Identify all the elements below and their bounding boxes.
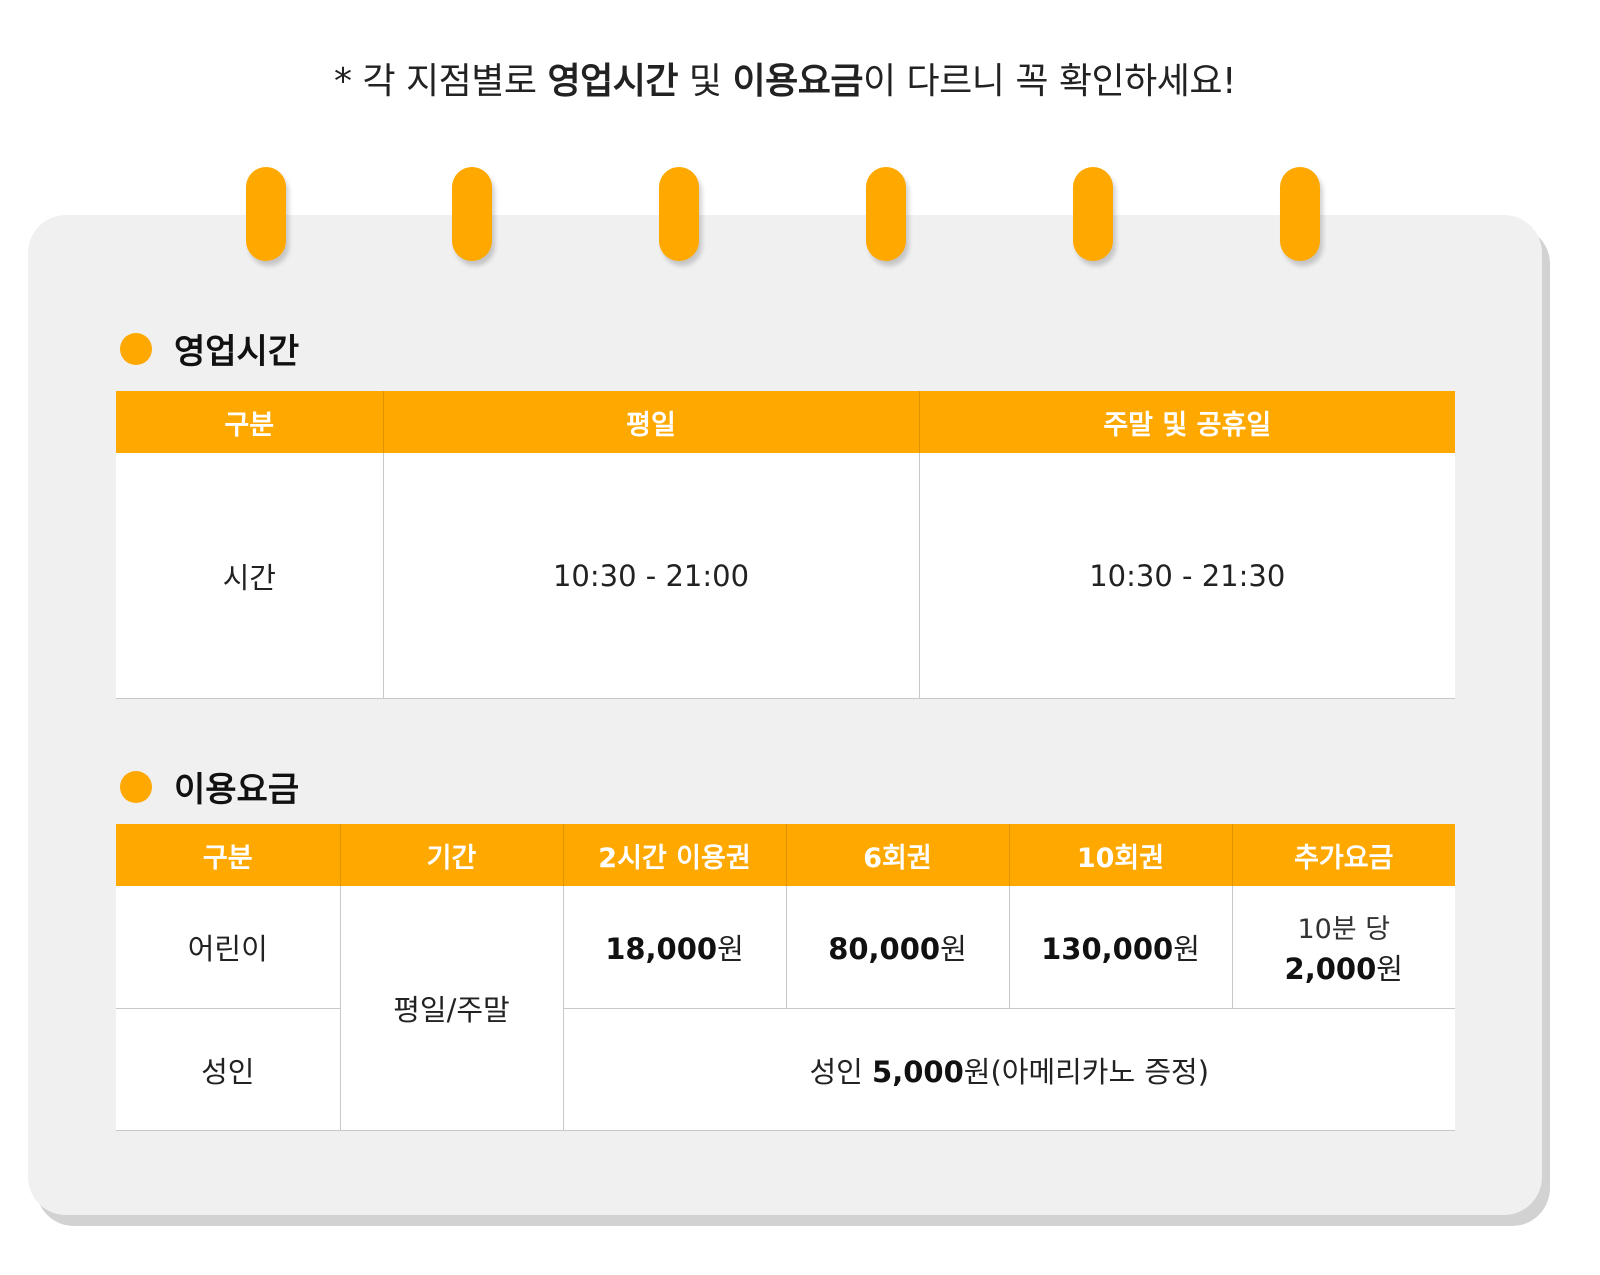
fees-child-ten-pass: 130,000원 — [1008, 886, 1232, 1009]
bullet-dot-icon — [120, 332, 152, 365]
fees-section-title: 이용요금 — [120, 762, 299, 811]
hours-table: 구분 평일 주말 및 공휴일 시간 10:30 - 21:00 10:30 - … — [116, 391, 1455, 699]
binder-ring — [452, 167, 492, 261]
fees-period-value: 평일/주말 — [339, 886, 563, 1131]
bullet-dot-icon — [120, 770, 152, 803]
table-row: 성인 성인 5,000원(아메리카노 증정) — [116, 1008, 1455, 1131]
hours-header-weekend: 주말 및 공휴일 — [918, 391, 1455, 453]
table-row: 어린이 평일/주말 18,000원 80,000원 130,000원 10분 당… — [116, 886, 1455, 1131]
hours-header-category: 구분 — [116, 391, 383, 453]
fees-header-ten-pass: 10회권 — [1008, 824, 1232, 886]
fees-header-extra: 추가요금 — [1231, 824, 1455, 886]
fees-header-period: 기간 — [339, 824, 563, 886]
fees-header-category: 구분 — [116, 824, 340, 886]
hours-section-title: 영업시간 — [120, 324, 299, 373]
hours-weekend-value: 10:30 - 21:30 — [918, 453, 1455, 699]
hours-weekday-value: 10:30 - 21:00 — [382, 453, 919, 699]
notice-highlight-hours: 영업시간 — [547, 61, 678, 102]
fees-header-six-pass: 6회권 — [785, 824, 1009, 886]
hours-row-label: 시간 — [116, 453, 383, 699]
fees-adult-label: 성인 — [116, 1008, 340, 1131]
fees-child-six-pass: 80,000원 — [785, 886, 1009, 1009]
fees-table: 구분 기간 2시간 이용권 6회권 10회권 추가요금 어린이 평일/주말 18… — [116, 824, 1455, 1131]
fees-adult-note: 성인 5,000원(아메리카노 증정) — [562, 1008, 1455, 1131]
table-row: 시간 10:30 - 21:00 10:30 - 21:30 — [116, 453, 1455, 699]
fees-child-two-hour: 18,000원 — [562, 886, 786, 1009]
binder-ring — [246, 167, 286, 261]
binder-ring — [866, 167, 906, 261]
fees-child-extra: 10분 당 2,000원 — [1231, 886, 1455, 1009]
hours-header-weekday: 평일 — [382, 391, 919, 453]
fees-child-label: 어린이 — [116, 886, 340, 1009]
binder-ring — [1073, 167, 1113, 261]
notice-highlight-fees: 이용요금 — [732, 61, 863, 102]
binder-ring — [659, 167, 699, 261]
binder-ring — [1280, 167, 1320, 261]
notice-text: * 각 지점별로 영업시간 및 이용요금이 다르니 꼭 확인하세요! — [334, 61, 1236, 102]
fees-header-two-hour: 2시간 이용권 — [562, 824, 786, 886]
